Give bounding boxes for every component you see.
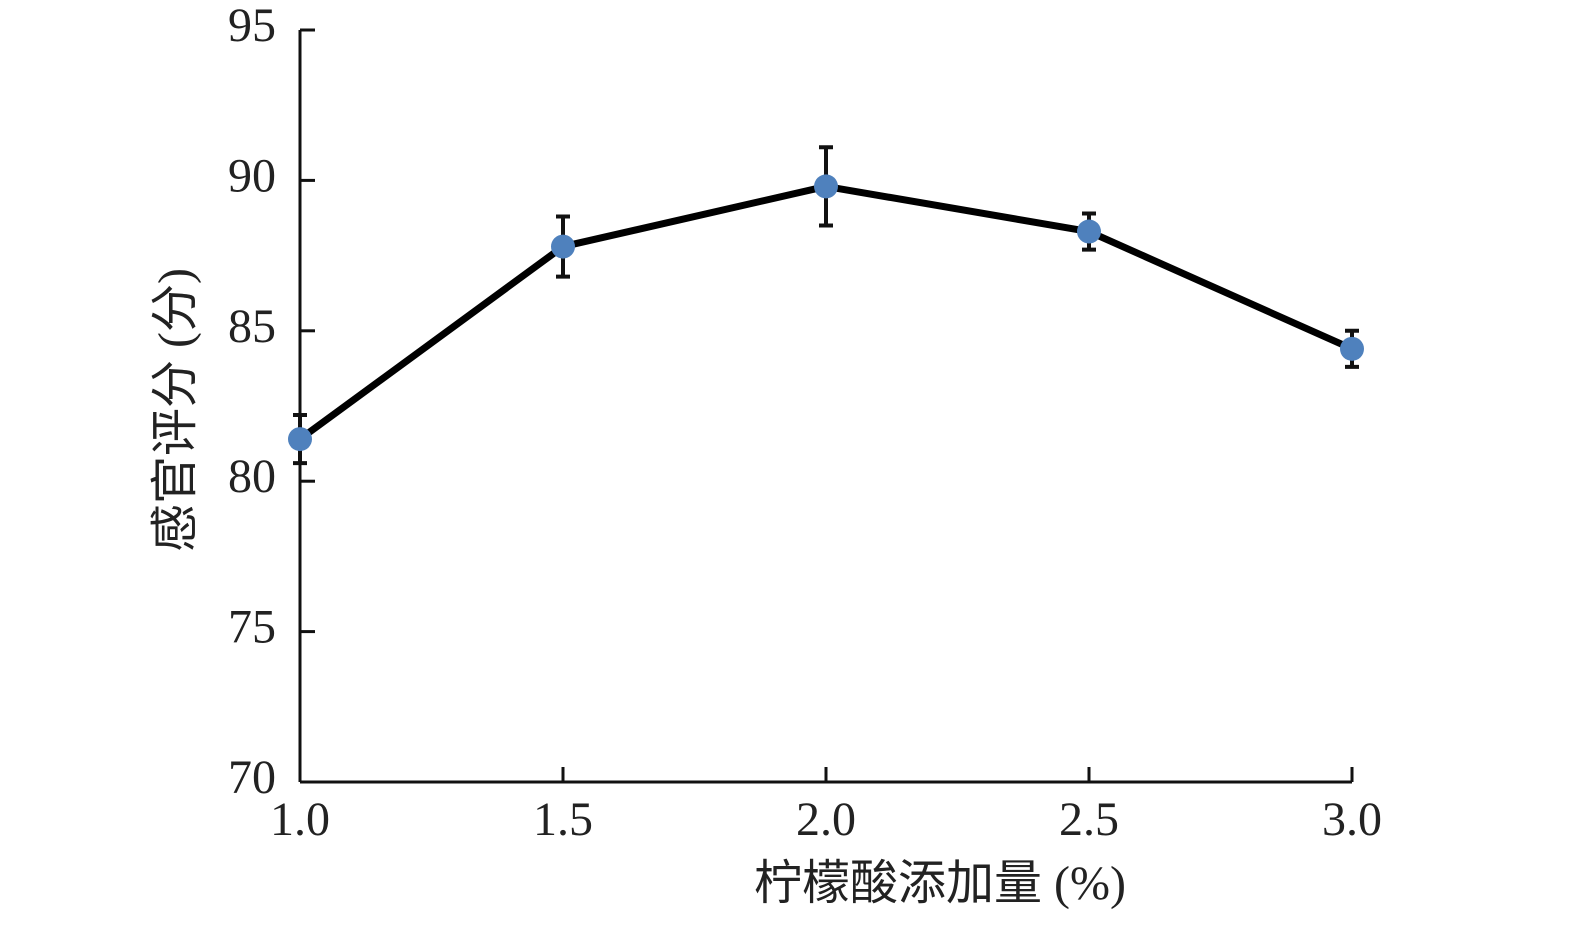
x-tick-label: 3.0 [1322,793,1382,846]
point [551,234,575,259]
x-tick-label: 2.0 [796,793,856,846]
point [288,427,312,452]
y-axis-label: 感官评分 (分) [149,268,202,552]
y-tick-label: 90 [228,149,276,202]
y-tick-label: 95 [228,0,276,52]
y-tick-label: 75 [228,601,276,654]
y-tick-label: 85 [228,300,276,353]
x-tick-label: 1.0 [270,793,330,846]
x-tick-label: 2.5 [1059,793,1119,846]
point [1077,219,1101,244]
y-tick-label: 70 [228,751,276,804]
y-tick-label: 80 [228,450,276,503]
point [814,174,838,199]
point [1340,336,1364,361]
x-axis-label: 柠檬酸添加量 (%) [754,857,1126,910]
x-tick-label: 1.5 [533,793,593,846]
